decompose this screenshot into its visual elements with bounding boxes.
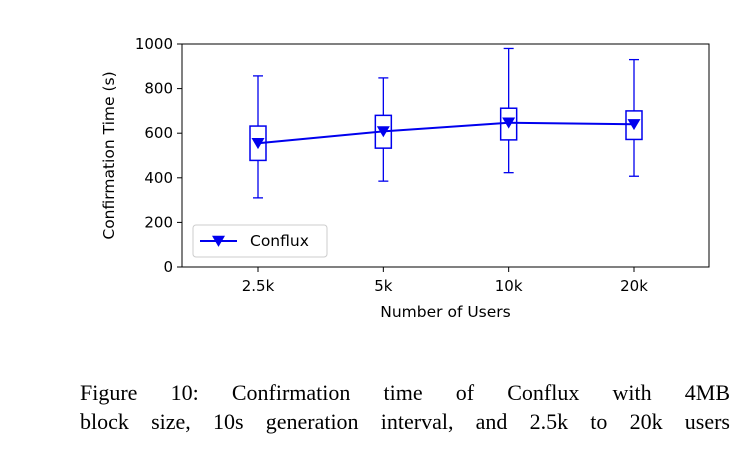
y-tick-label: 600 bbox=[144, 124, 173, 142]
x-axis-label: Number of Users bbox=[380, 303, 510, 321]
y-tick-label: 800 bbox=[144, 80, 173, 98]
y-axis-label: Confirmation Time (s) bbox=[100, 71, 118, 239]
data-point-marker-triangle-down bbox=[627, 119, 641, 131]
legend-label-conflux: Conflux bbox=[250, 232, 309, 250]
legend: Conflux bbox=[192, 224, 328, 258]
figure-caption: Figure 10: Confirmation time of Conflux … bbox=[80, 378, 730, 436]
data-point-marker-triangle-down bbox=[502, 117, 516, 129]
x-tick-label: 10k bbox=[495, 277, 523, 295]
plot-frame bbox=[181, 43, 710, 268]
data-point-marker-triangle-down bbox=[251, 138, 265, 150]
data-point-marker-triangle-down bbox=[376, 126, 390, 138]
legend-box bbox=[192, 224, 328, 258]
x-axis: 2.5k 5k 10k 20k bbox=[242, 267, 648, 295]
y-tick-label: 200 bbox=[144, 213, 173, 231]
caption-line-2: block size, 10s generation interval, and… bbox=[80, 409, 730, 434]
series-line-conflux bbox=[257, 121, 635, 145]
caption-line-1: Figure 10: Confirmation time of Conflux … bbox=[80, 380, 730, 405]
y-axis: 0 200 400 600 800 1000 bbox=[135, 35, 182, 276]
x-tick-label: 20k bbox=[620, 277, 648, 295]
y-tick-label: 0 bbox=[163, 258, 173, 276]
x-tick-label: 2.5k bbox=[242, 277, 275, 295]
series-line-layer bbox=[251, 117, 641, 150]
x-tick-label: 5k bbox=[374, 277, 393, 295]
y-tick-label: 1000 bbox=[135, 35, 173, 53]
legend-marker-triangle-down-icon bbox=[212, 235, 225, 247]
y-tick-label: 400 bbox=[144, 169, 173, 187]
